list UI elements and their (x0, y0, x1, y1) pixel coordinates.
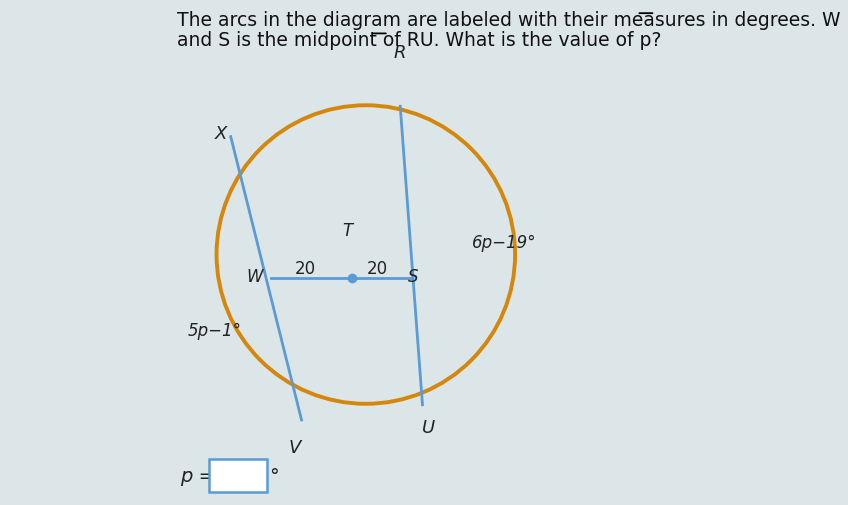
Text: R: R (393, 44, 406, 62)
Text: 20: 20 (294, 260, 315, 278)
Text: U: U (421, 418, 435, 436)
Text: p =: p = (180, 466, 221, 485)
Text: T: T (342, 222, 352, 240)
Text: S: S (408, 268, 418, 286)
Text: and S is the midpoint of RU. What is the value of p?: and S is the midpoint of RU. What is the… (177, 31, 661, 50)
Text: °: ° (269, 466, 278, 485)
Text: 5p−1°: 5p−1° (187, 322, 241, 340)
Text: V: V (289, 438, 301, 456)
Text: The arcs in the diagram are labeled with their measures in degrees. W is the mid: The arcs in the diagram are labeled with… (177, 11, 848, 30)
Text: X: X (215, 125, 226, 143)
Text: W: W (247, 268, 263, 286)
Text: 6p−19°: 6p−19° (472, 233, 537, 251)
FancyBboxPatch shape (209, 460, 267, 492)
Text: 20: 20 (367, 260, 388, 278)
